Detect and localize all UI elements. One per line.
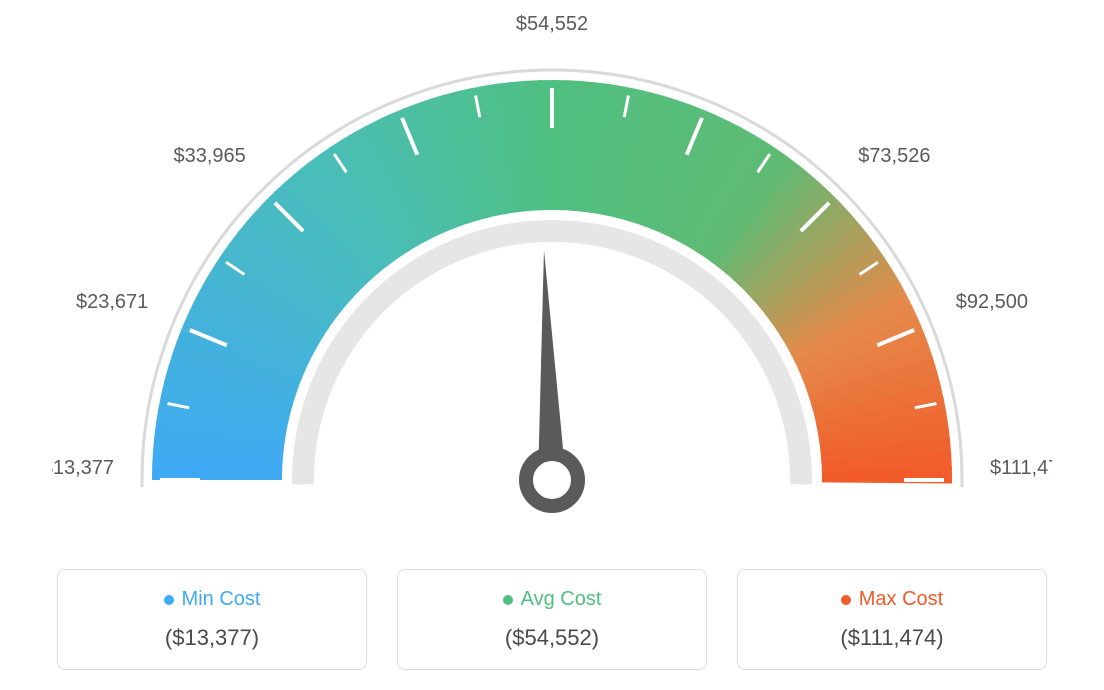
legend-dot-icon <box>503 595 513 605</box>
legend-container: Min Cost ($13,377) Avg Cost ($54,552) Max Co… <box>52 569 1052 670</box>
gauge-tick-label: $92,500 <box>956 291 1028 313</box>
legend-title: Max Cost <box>859 588 943 611</box>
legend-dot-icon <box>164 595 174 605</box>
gauge-tick-label: $23,671 <box>76 291 148 313</box>
gauge-svg: $13,377 $23,671 $33,965 $54,552 $73,526 $92,5… <box>52 10 1052 570</box>
gauge-tick-label: $73,526 <box>858 145 930 167</box>
legend-title-row: Avg Cost <box>418 588 686 611</box>
gauge-tick-label: $13,377 <box>52 457 114 479</box>
legend-box-avg: Avg Cost ($54,552) <box>397 569 707 670</box>
legend-box-max: Max Cost ($111,474) <box>737 569 1047 670</box>
legend-value: ($111,474) <box>758 625 1026 651</box>
legend-title-row: Min Cost <box>78 588 346 611</box>
gauge-tick-label: $111,474 <box>990 457 1052 479</box>
legend-dot-icon <box>841 595 851 605</box>
legend-title-row: Max Cost <box>758 588 1026 611</box>
gauge-tick-label: $54,552 <box>516 13 588 35</box>
legend-title: Min Cost <box>182 588 261 611</box>
legend-value: ($13,377) <box>78 625 346 651</box>
legend-title: Avg Cost <box>521 588 602 611</box>
gauge-tick-label: $33,965 <box>174 145 246 167</box>
legend-box-min: Min Cost ($13,377) <box>57 569 367 670</box>
gauge-chart: $13,377 $23,671 $33,965 $54,552 $73,526 $92,5… <box>52 10 1052 570</box>
legend-value: ($54,552) <box>418 625 686 651</box>
gauge-needle-hub <box>526 454 578 506</box>
gauge-needle <box>538 250 566 480</box>
